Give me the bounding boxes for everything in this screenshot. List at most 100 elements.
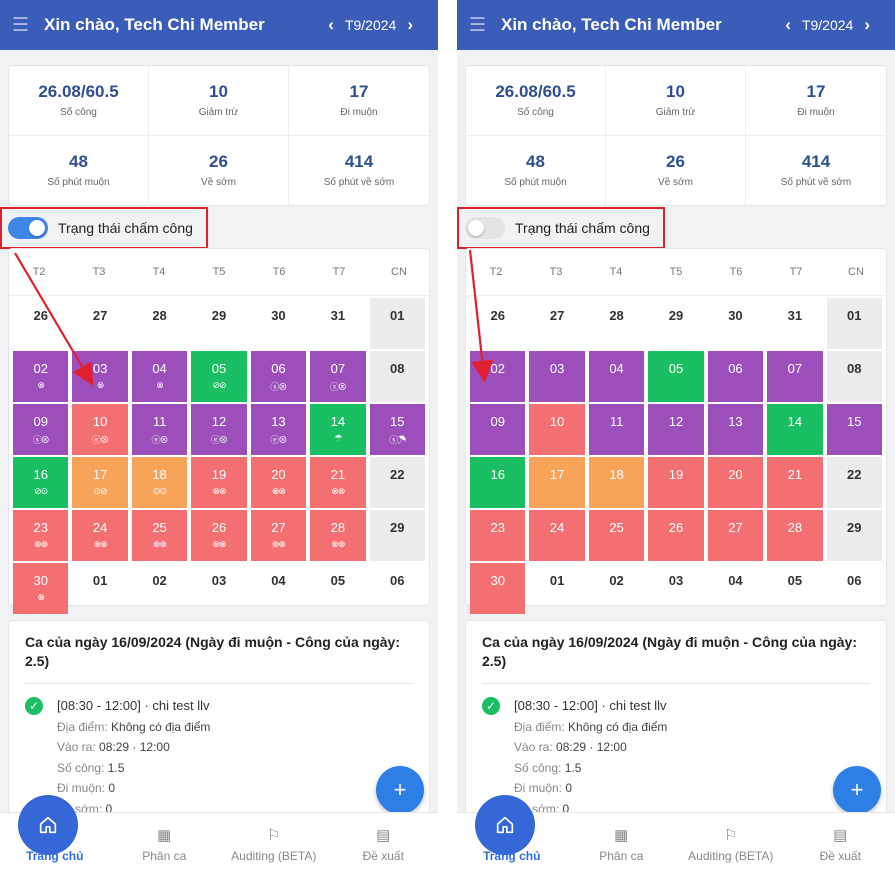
calendar-day[interactable]: 26 [470, 298, 525, 349]
plus-icon[interactable]: + [833, 766, 881, 814]
calendar-day[interactable]: 04 ⊗ [131, 351, 188, 402]
attendance-status-toggle[interactable] [8, 217, 48, 239]
calendar-day[interactable]: 14 [767, 404, 823, 455]
calendar-day[interactable]: 09 ⓢ⊗ [13, 404, 69, 455]
calendar-day[interactable]: 31 [767, 298, 822, 349]
calendar-day[interactable]: 22 [826, 457, 882, 508]
calendar-day[interactable]: 15 ⓢ☂ [369, 404, 425, 455]
calendar-day[interactable]: 08 [826, 351, 882, 402]
calendar-day[interactable]: 26 [648, 510, 704, 561]
calendar-day[interactable]: 27 [529, 298, 584, 349]
calendar-day[interactable]: 06 [827, 563, 882, 614]
home-icon[interactable] [475, 795, 535, 855]
calendar-day[interactable]: 28 [132, 298, 187, 349]
calendar-day[interactable]: 28 ⊗⊗ [310, 510, 366, 561]
calendar-day[interactable]: 03 [648, 563, 703, 614]
calendar-day[interactable]: 14 ☂ [310, 404, 366, 455]
calendar-day[interactable]: 17 [529, 457, 585, 508]
calendar-day[interactable]: 18 [588, 457, 645, 508]
calendar-day[interactable]: 19 [648, 457, 704, 508]
calendar-day[interactable]: 11 ⓔ⊗ [131, 404, 188, 455]
calendar-day[interactable]: 04 [251, 563, 306, 614]
chevron-left-icon[interactable]: ‹ [785, 15, 791, 34]
calendar-day[interactable]: 30 ⊗ [13, 563, 69, 614]
calendar-day[interactable]: 23 [470, 510, 526, 561]
calendar-day[interactable]: 27 [707, 510, 764, 561]
hamburger-menu-icon[interactable]: ☰ [469, 14, 487, 36]
nav-item[interactable]: ⚐ Auditing (BETA) [219, 813, 329, 869]
calendar-day[interactable]: 09 [470, 404, 526, 455]
calendar-day[interactable]: 02 ⊗ [13, 351, 69, 402]
calendar-day[interactable]: 05 [310, 563, 365, 614]
calendar-day[interactable]: 22 [369, 457, 425, 508]
hamburger-menu-icon[interactable]: ☰ [12, 14, 30, 36]
calendar-day[interactable]: 03 [191, 563, 246, 614]
calendar-day[interactable]: 12 [648, 404, 704, 455]
calendar-day[interactable]: 30 [470, 563, 526, 614]
calendar-day[interactable]: 17 ⊙⊘ [72, 457, 128, 508]
calendar-day[interactable]: 28 [767, 510, 823, 561]
calendar-day[interactable]: 13 [707, 404, 764, 455]
shift-item[interactable]: ✓ [08:30 - 12:00] · chi test llv Địa điể… [482, 696, 870, 819]
attendance-status-toggle[interactable] [465, 217, 505, 239]
calendar-day[interactable]: 27 ⊗⊗ [250, 510, 307, 561]
calendar-day[interactable]: 16 ⊘⊙ [13, 457, 69, 508]
calendar-day[interactable]: 21 [767, 457, 823, 508]
calendar-day[interactable]: 04 [588, 351, 645, 402]
plus-icon[interactable]: + [376, 766, 424, 814]
calendar-day[interactable]: 01 [72, 563, 127, 614]
calendar-day[interactable]: 16 [470, 457, 526, 508]
calendar-day[interactable]: 12 ⓔ⊗ [191, 404, 247, 455]
calendar-day[interactable]: 25 ⊗⊗ [131, 510, 188, 561]
calendar-day[interactable]: 03 ⊗ [72, 351, 128, 402]
calendar-day[interactable]: 05 [767, 563, 822, 614]
calendar-day[interactable]: 05 ⊘⊘ [191, 351, 247, 402]
calendar-day[interactable]: 31 [310, 298, 365, 349]
calendar-day[interactable]: 05 [648, 351, 704, 402]
calendar-day[interactable]: 24 ⊗⊗ [72, 510, 128, 561]
calendar-day[interactable]: 01 [826, 298, 882, 349]
chevron-left-icon[interactable]: ‹ [328, 15, 334, 34]
nav-item[interactable]: ▦ Phân ca [110, 813, 220, 869]
chevron-right-icon[interactable]: › [407, 15, 413, 34]
calendar-day[interactable]: 15 [826, 404, 882, 455]
nav-item[interactable]: ⚐ Auditing (BETA) [676, 813, 786, 869]
home-icon[interactable] [18, 795, 78, 855]
calendar-day[interactable]: 01 [529, 563, 584, 614]
calendar-day[interactable]: 19 ⊗⊗ [191, 457, 247, 508]
calendar-day[interactable]: 02 [589, 563, 644, 614]
calendar-day[interactable]: 13 ⓔ⊗ [250, 404, 307, 455]
calendar-day[interactable]: 02 [132, 563, 187, 614]
nav-item[interactable]: ▤ Đề xuất [786, 813, 895, 869]
calendar-day[interactable]: 29 [369, 510, 425, 561]
calendar-day[interactable]: 08 [369, 351, 425, 402]
calendar-day[interactable]: 07 ⓢ⊗ [310, 351, 366, 402]
calendar-day[interactable]: 10 ⓔ⊗ [72, 404, 128, 455]
calendar-day[interactable]: 03 [529, 351, 585, 402]
calendar-day[interactable]: 27 [72, 298, 127, 349]
calendar-day[interactable]: 06 [370, 563, 425, 614]
calendar-day[interactable]: 26 [13, 298, 68, 349]
calendar-day[interactable]: 10 [529, 404, 585, 455]
calendar-day[interactable]: 29 [648, 298, 703, 349]
calendar-day[interactable]: 21 ⊗⊗ [310, 457, 366, 508]
calendar-day[interactable]: 25 [588, 510, 645, 561]
calendar-day[interactable]: 04 [708, 563, 763, 614]
calendar-day[interactable]: 06 [707, 351, 764, 402]
calendar-day[interactable]: 11 [588, 404, 645, 455]
calendar-day[interactable]: 20 ⊗⊗ [250, 457, 307, 508]
nav-item[interactable]: ▦ Phân ca [567, 813, 677, 869]
calendar-day[interactable]: 29 [826, 510, 882, 561]
calendar-day[interactable]: 20 [707, 457, 764, 508]
calendar-day[interactable]: 29 [191, 298, 246, 349]
calendar-day[interactable]: 30 [708, 298, 763, 349]
calendar-day[interactable]: 01 [369, 298, 425, 349]
chevron-right-icon[interactable]: › [864, 15, 870, 34]
calendar-day[interactable]: 24 [529, 510, 585, 561]
calendar-day[interactable]: 06 ⓢ⊗ [250, 351, 307, 402]
calendar-day[interactable]: 18 ⊙⊙ [131, 457, 188, 508]
nav-item[interactable]: ▤ Đề xuất [329, 813, 439, 869]
calendar-day[interactable]: 02 [470, 351, 526, 402]
shift-item[interactable]: ✓ [08:30 - 12:00] · chi test llv Địa điể… [25, 696, 413, 819]
calendar-day[interactable]: 26 ⊗⊗ [191, 510, 247, 561]
